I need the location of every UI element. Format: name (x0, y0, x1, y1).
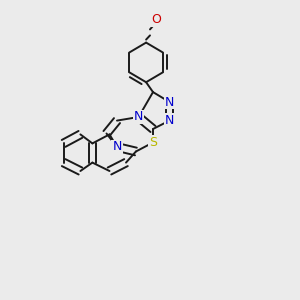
Text: N: N (165, 114, 174, 127)
Text: N: N (112, 140, 122, 154)
Text: N: N (134, 110, 143, 124)
Text: O: O (151, 13, 161, 26)
Text: N: N (165, 95, 174, 109)
Text: S: S (149, 136, 157, 149)
